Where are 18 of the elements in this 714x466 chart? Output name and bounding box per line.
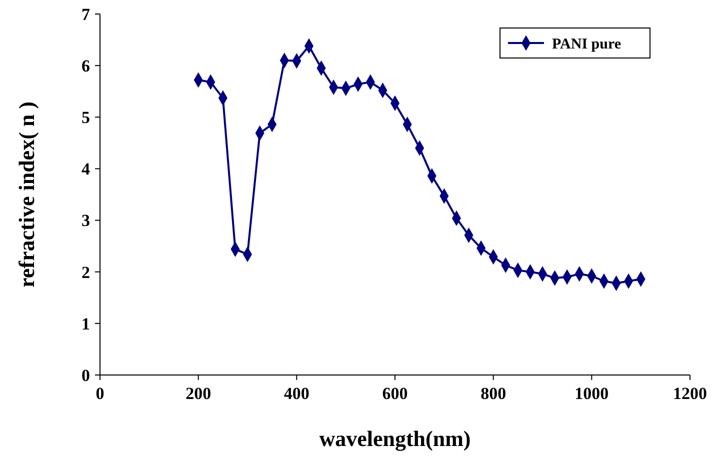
x-tick-label: 600 bbox=[382, 384, 408, 403]
y-tick-label: 4 bbox=[82, 160, 90, 179]
y-tick-label: 1 bbox=[82, 314, 90, 334]
y-tick-label: 3 bbox=[82, 211, 90, 230]
x-tick-label: 200 bbox=[186, 384, 212, 403]
y-axis-title: refractive index( n ) bbox=[14, 102, 39, 288]
y-tick-label: 5 bbox=[82, 108, 90, 128]
y-tick-label: 2 bbox=[82, 262, 90, 282]
y-tick-label: 7 bbox=[82, 4, 90, 24]
x-tick-label: 1200 bbox=[673, 384, 707, 403]
y-tick-label: 6 bbox=[82, 56, 90, 76]
x-tick-label: 400 bbox=[284, 384, 310, 403]
x-tick-label: 0 bbox=[96, 384, 104, 403]
x-axis-title: wavelength(nm) bbox=[319, 426, 471, 451]
y-tick-label: 0 bbox=[82, 366, 90, 385]
x-tick-label: 1000 bbox=[574, 384, 609, 403]
legend-label: PANI pure bbox=[552, 36, 622, 52]
x-tick-label: 800 bbox=[480, 384, 506, 403]
